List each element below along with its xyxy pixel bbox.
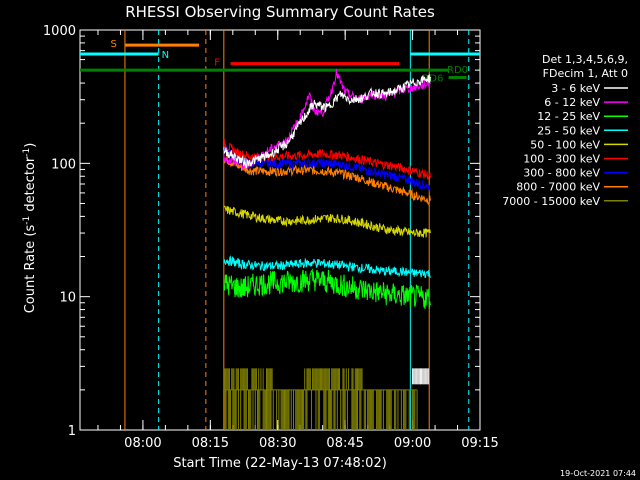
legend-header-line-2: FDecim 1, Att 0	[543, 67, 628, 80]
y-label-sup1: -1	[22, 216, 32, 225]
legend-label: 50 - 100 keV	[530, 138, 600, 151]
series-line	[223, 255, 431, 278]
plot-area: 1 10 100 1000 08:00 08:15 08:30 08:45 09:00 09:15…	[43, 24, 499, 451]
legend-label: 25 - 50 keV	[537, 124, 600, 137]
y-label-part3: )	[23, 143, 38, 148]
y-tick-label: 10	[59, 291, 76, 306]
chart-title: RHESSI Observing Summary Count Rates	[125, 3, 435, 21]
x-tick-label: 08:30	[259, 436, 296, 451]
series-line	[223, 268, 431, 310]
series-line	[223, 205, 431, 238]
annotation-label: RD6	[422, 74, 443, 85]
y-axis-label: Count Rate (s-1 detector-1)	[22, 143, 38, 314]
y-label-part2: detector	[23, 156, 38, 216]
x-tick-label: 08:15	[192, 436, 229, 451]
legend-label: 800 - 7000 keV	[516, 181, 600, 194]
y-tick-label: 1	[68, 424, 76, 439]
y-label-part1: Count Rate (s	[23, 225, 38, 314]
series-line	[223, 74, 431, 169]
y-tick-label: 100	[51, 157, 76, 172]
y-label-sup2: -1	[22, 148, 32, 157]
legend-label: 300 - 800 keV	[523, 167, 600, 180]
legend-label: 100 - 300 keV	[523, 153, 600, 166]
x-tick-label: 09:00	[394, 436, 431, 451]
x-tick-label: 08:45	[326, 436, 363, 451]
annotation-label: N	[162, 50, 169, 61]
legend-label: 12 - 25 keV	[537, 110, 600, 123]
annotation-label: RD0	[447, 65, 468, 76]
legend-header-line-1: Det 1,3,4,5,6,9,	[542, 53, 628, 66]
series-line	[223, 145, 431, 192]
annotation-label: F	[214, 58, 220, 69]
x-tick-label: 08:00	[124, 436, 161, 451]
x-axis-label: Start Time (22-May-13 07:48:02)	[173, 456, 387, 471]
series-line	[223, 138, 431, 180]
footer-date: 19-Oct-2021 07:44	[560, 469, 636, 478]
x-tick-label: 09:15	[461, 436, 498, 451]
y-tick-label: 1000	[43, 24, 76, 39]
series-line	[223, 155, 431, 206]
legend-label: 6 - 12 keV	[544, 96, 600, 109]
legend-label: 3 - 6 keV	[551, 82, 600, 95]
annotation-label: S	[111, 39, 117, 50]
legend-label: 7000 - 15000 keV	[502, 195, 600, 208]
plot-frame	[79, 29, 481, 431]
